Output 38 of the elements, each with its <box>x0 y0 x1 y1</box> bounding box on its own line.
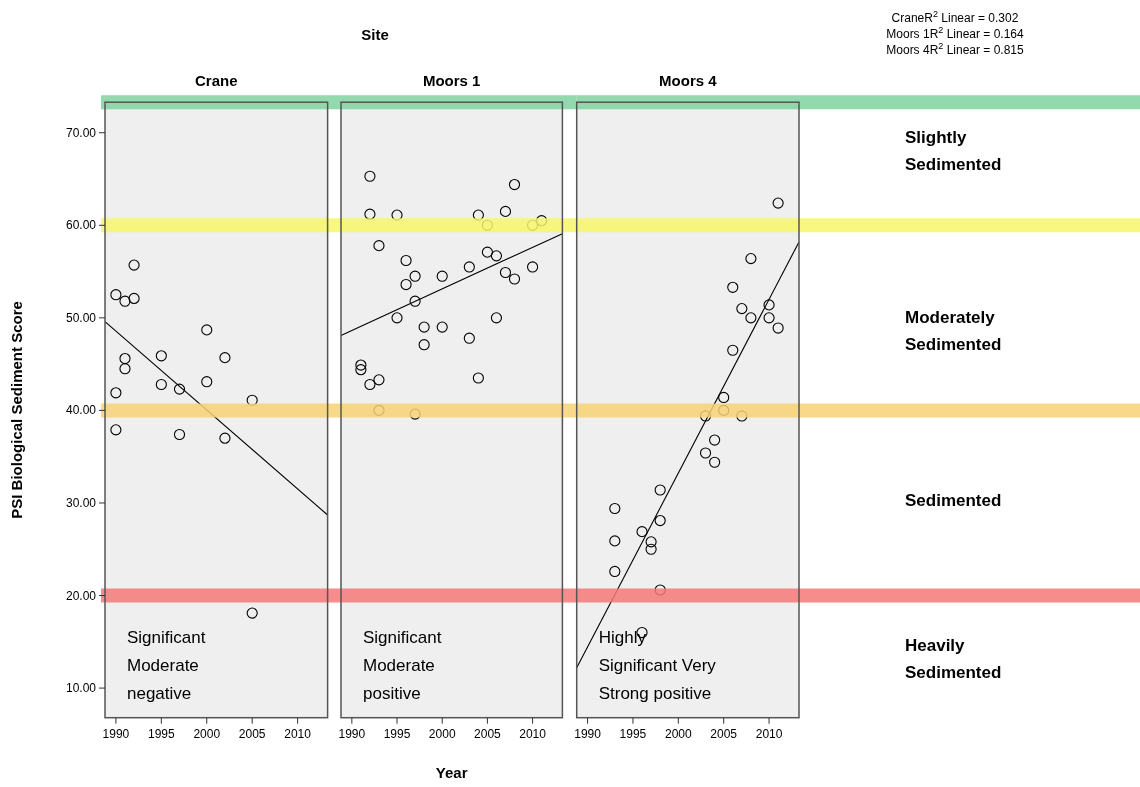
chart-title: Moors 1 <box>422 72 481 89</box>
y-tick-label: 30.00 <box>65 495 97 510</box>
text: Heavily Sedimented <box>905 636 1002 682</box>
chart-title: Crane <box>195 72 238 89</box>
text: Sedimented <box>905 491 1002 510</box>
text: Slightly Sedimented <box>905 128 1002 174</box>
annotation: Significant Moderate positive <box>363 628 442 703</box>
x-tick-label: 2005 <box>474 726 502 741</box>
x-tick-label: 1995 <box>619 726 647 741</box>
y-axis-title: PSI Biological Sediment Score <box>8 301 25 519</box>
x-tick-label: 2005 <box>710 726 738 741</box>
y-tick-label: 20.00 <box>65 588 97 603</box>
text: Moors 1R$^{2}$ Linear = 0.164 <box>886 25 1025 41</box>
x-tick-label: 2010 <box>519 726 547 741</box>
y-tick-label: 50.00 <box>65 310 97 325</box>
x-tick-label: 1990 <box>574 726 602 741</box>
chart-title: Moors 4 <box>659 72 718 89</box>
annotation: Significant Moderate negative <box>127 628 206 703</box>
x-tick-label: 2000 <box>428 726 456 741</box>
x-tick-label: 2000 <box>664 726 692 741</box>
x-tick-label: 1990 <box>338 726 366 741</box>
text: Moderately Sedimented <box>905 308 1002 354</box>
y-tick-label: 70.00 <box>65 125 97 140</box>
x-tick-label: 1990 <box>102 726 130 741</box>
x-tick-label: 1995 <box>383 726 411 741</box>
x-tick-label: 2010 <box>755 726 783 741</box>
y-tick-label: 40.00 <box>65 403 97 418</box>
y-tick-label: 10.00 <box>65 681 97 696</box>
x-axis-title: Year <box>435 764 468 781</box>
x-tick-label: 2010 <box>284 726 312 741</box>
x-tick-label: 2000 <box>193 726 221 741</box>
x-tick-label: 1995 <box>147 726 175 741</box>
annotation: Highly Significant Very Strong positive <box>598 628 717 703</box>
y-tick-label: 60.00 <box>65 218 97 233</box>
text: Moors 4R$^{2}$ Linear = 0.815 <box>886 41 1025 57</box>
x-tick-label: 2005 <box>238 726 266 741</box>
chart-subtitle: Site <box>361 26 389 43</box>
text: CraneR$^{2}$ Linear = 0.302 <box>891 9 1019 25</box>
